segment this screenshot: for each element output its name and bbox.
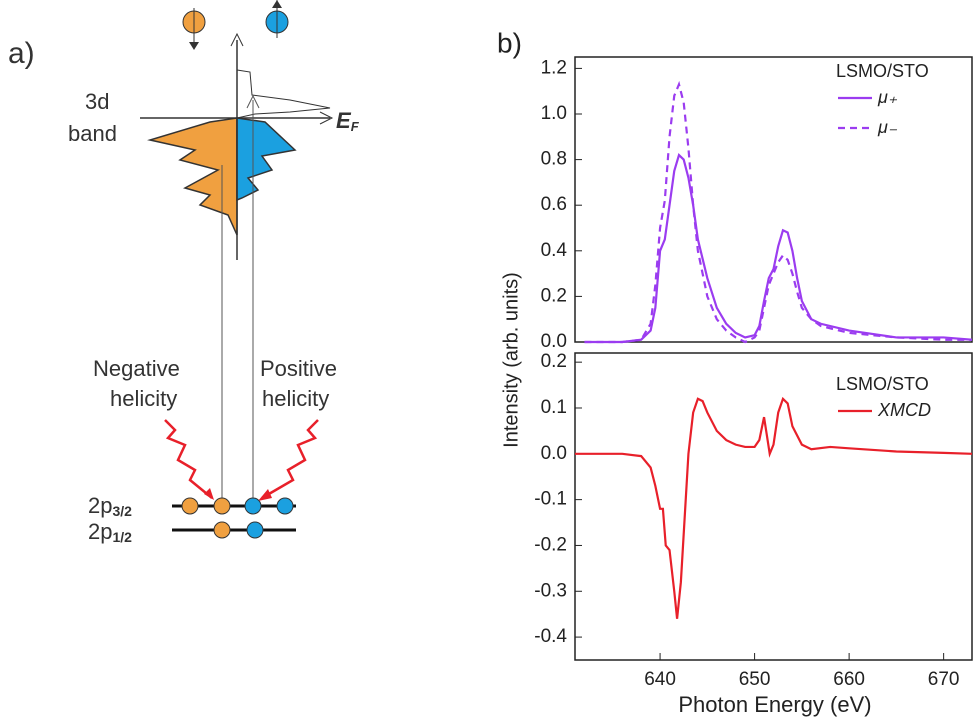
series-line: [584, 80, 972, 344]
y-tick-label: -0.3: [534, 580, 567, 601]
photon-arrow: [204, 488, 214, 500]
photon-wave: [164, 419, 213, 499]
photon-arrow: [258, 489, 272, 501]
band-label: 3d: [85, 89, 109, 114]
series-line: [584, 152, 973, 344]
y-axis-label: Intensity (arb. units): [500, 272, 522, 448]
y-tick-label: 0.8: [541, 149, 567, 170]
y-tick-label: 1.0: [541, 103, 567, 124]
y-tick-label: 0.2: [541, 285, 567, 306]
electron: [181, 497, 199, 515]
axis-arrow: [230, 32, 244, 47]
diagram: a) 3d band EF Negative helicity Positive…: [8, 0, 360, 545]
electron: [244, 497, 262, 515]
spin-arrow: [272, 0, 282, 8]
dos-spin-down: [147, 117, 238, 236]
level-label: 2p1/2: [88, 519, 132, 545]
spin-arrow: [189, 42, 199, 50]
helicity-label: Positive: [260, 356, 337, 381]
y-tick-label: 1.2: [541, 57, 567, 78]
electron: [276, 497, 294, 515]
x-axis-label: Photon Energy (eV): [678, 692, 871, 717]
y-tick-label: 0.2: [541, 351, 567, 372]
level-label: 2p3/2: [88, 493, 132, 519]
axis-arrow: [319, 111, 334, 125]
electron: [213, 521, 231, 539]
y-tick-label: -0.2: [534, 534, 567, 555]
helicity-label: helicity: [110, 386, 177, 411]
dos-unoccupied: [236, 69, 331, 119]
axis-arrow: [246, 94, 260, 109]
helicity-label: Negative: [93, 356, 180, 381]
legend-label: XMCD: [877, 400, 931, 420]
y-tick-label: 0.0: [541, 443, 567, 464]
legend-title: LSMO/STO: [836, 61, 929, 81]
x-tick-label: 650: [739, 669, 771, 690]
legend-label: μ₋: [877, 117, 898, 137]
panel-label: b): [497, 27, 522, 58]
y-tick-label: -0.1: [534, 489, 567, 510]
y-tick-label: 0.1: [541, 397, 567, 418]
legend-label: μ₊: [877, 87, 898, 107]
x-tick-label: 640: [644, 669, 676, 690]
x-tick-label: 660: [833, 669, 865, 690]
y-tick-label: 0.0: [541, 331, 567, 352]
y-tick-label: -0.4: [534, 626, 567, 647]
series-line: [575, 396, 973, 619]
legend-title: LSMO/STO: [836, 374, 929, 394]
photon-wave: [261, 419, 319, 500]
band-label: band: [68, 121, 117, 146]
plot-frame: [574, 56, 973, 343]
y-tick-label: 0.6: [541, 194, 567, 215]
fermi-label: EF: [336, 108, 360, 135]
y-tick-label: 0.4: [541, 240, 568, 261]
helicity-label: helicity: [262, 386, 329, 411]
plot-frame: [574, 352, 973, 661]
electron: [213, 497, 231, 515]
panel-label: a): [8, 37, 35, 70]
dos-spin-up: [236, 117, 297, 202]
electron: [246, 521, 264, 539]
x-tick-label: 670: [928, 669, 960, 690]
